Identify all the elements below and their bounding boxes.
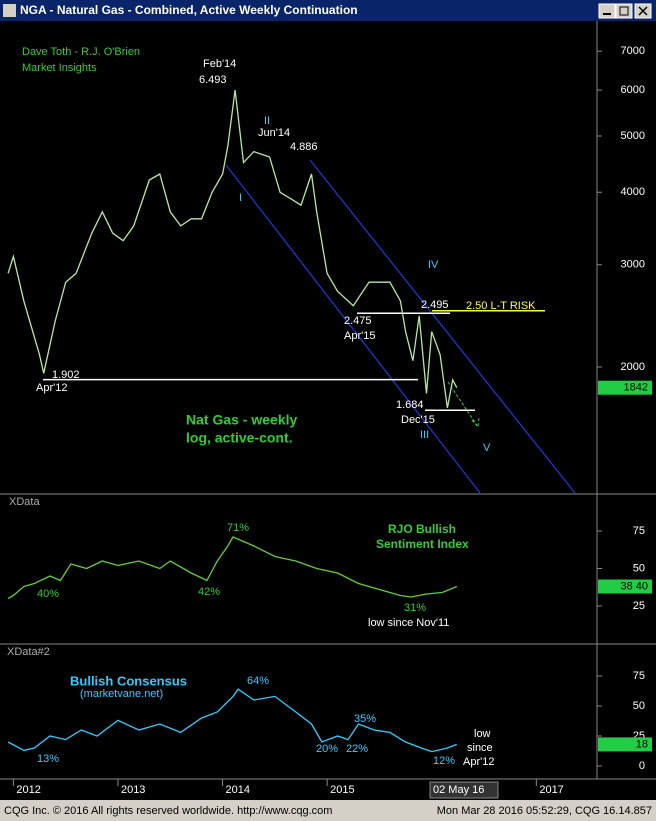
annotation: Feb'14 xyxy=(203,58,236,70)
last-value: 38 40 xyxy=(620,580,648,592)
icon xyxy=(638,6,648,16)
last-value-box xyxy=(598,380,652,395)
annotation: IV xyxy=(428,259,439,271)
last-value-box xyxy=(598,737,652,752)
annotation: II xyxy=(264,115,270,127)
annotation: Jun'14 xyxy=(258,127,290,139)
annotation: 20% xyxy=(316,743,338,755)
x-tick-label: 2012 xyxy=(16,784,40,796)
annotation: low since Nov'11 xyxy=(368,617,449,629)
y-tick-label: 50 xyxy=(633,562,645,574)
annotation: Apr'12 xyxy=(36,382,67,394)
y-tick-label: 6000 xyxy=(621,84,645,96)
y-tick-label: 7000 xyxy=(621,45,645,57)
annotation: 42% xyxy=(198,586,220,598)
last-value: 1842 xyxy=(624,382,648,394)
annotation: Apr'12 xyxy=(463,756,494,768)
y-tick-label: 2000 xyxy=(621,361,645,373)
y-tick-label: 50 xyxy=(633,700,645,712)
annotation: 4.886 xyxy=(290,141,318,153)
annotation: RJO Bullish xyxy=(388,522,456,536)
annotation: Bullish Consensus xyxy=(70,673,187,688)
copyright: CQG Inc. © 2016 All rights reserved worl… xyxy=(4,805,332,817)
y-tick-label: 25 xyxy=(633,600,645,612)
projection-arrow xyxy=(447,381,480,429)
annotation: 13% xyxy=(37,753,59,765)
y-tick-label: 5000 xyxy=(621,130,645,142)
annotation: 2.495 xyxy=(421,299,449,311)
annotation: Market Insights xyxy=(22,62,97,74)
x-tick-label: 2013 xyxy=(121,784,145,796)
data-line xyxy=(7,688,458,753)
data-line xyxy=(7,536,458,600)
annotation: 35% xyxy=(354,713,376,725)
annotation: Dave Toth - R.J. O'Brien xyxy=(22,46,140,58)
title-bar xyxy=(0,0,656,21)
annotation: 12% xyxy=(433,755,455,767)
y-tick-label: 4000 xyxy=(621,186,645,198)
cursor-label: 02 May 16 xyxy=(433,784,484,796)
annotation: 1.902 xyxy=(52,369,80,381)
annotation: since xyxy=(467,742,493,754)
annotation: low xyxy=(474,728,491,740)
y-tick-label: 3000 xyxy=(621,259,645,271)
annotation: 6.493 xyxy=(199,74,227,86)
annotation: Apr'15 xyxy=(344,330,375,342)
icon xyxy=(619,6,629,16)
annotation: 1.684 xyxy=(396,399,424,411)
annotation: 31% xyxy=(404,602,426,614)
last-value-box xyxy=(598,579,652,594)
annotation: 40% xyxy=(37,588,59,600)
annotation: 22% xyxy=(346,743,368,755)
annotation: (marketvane.net) xyxy=(80,688,163,700)
annotation: V xyxy=(483,442,491,454)
cursor-box xyxy=(429,781,499,799)
annotation: I xyxy=(239,192,242,204)
x-tick-label: 2017 xyxy=(539,784,563,796)
timestamp: Mon Mar 28 2016 05:52:29, CQG 16.14.857 xyxy=(437,805,652,817)
y-tick-label: 75 xyxy=(633,670,645,682)
window-title: NGA - Natural Gas - Combined, Active Wee… xyxy=(20,3,358,17)
annotation: Nat Gas - weekly xyxy=(186,412,297,428)
annotation: XData xyxy=(9,496,40,508)
x-tick-label: 2015 xyxy=(330,784,354,796)
annotation: 2.50 L-T RISK xyxy=(466,300,536,312)
annotation: 64% xyxy=(247,675,269,687)
window-buttons[interactable] xyxy=(598,3,652,19)
annotation: log, active-cont. xyxy=(186,430,293,446)
annotation: III xyxy=(420,429,429,441)
data-line xyxy=(7,90,458,409)
x-tick-label: 2014 xyxy=(226,784,250,796)
annotation: 71% xyxy=(227,522,249,534)
trend-channel xyxy=(225,164,481,494)
annotation: 2.475 xyxy=(344,315,372,327)
minimize-button[interactable] xyxy=(598,3,616,19)
trend-channel xyxy=(309,159,576,494)
annotation: Sentiment Index xyxy=(376,537,469,551)
last-value: 18 xyxy=(636,738,648,750)
y-tick-label: 75 xyxy=(633,525,645,537)
window-icon xyxy=(3,4,16,17)
y-tick-label: 0 xyxy=(639,760,645,772)
annotation: XData#2 xyxy=(7,646,50,658)
annotation: Dec'15 xyxy=(401,414,435,426)
maximize-button[interactable] xyxy=(615,3,633,19)
status-bar xyxy=(0,800,656,821)
